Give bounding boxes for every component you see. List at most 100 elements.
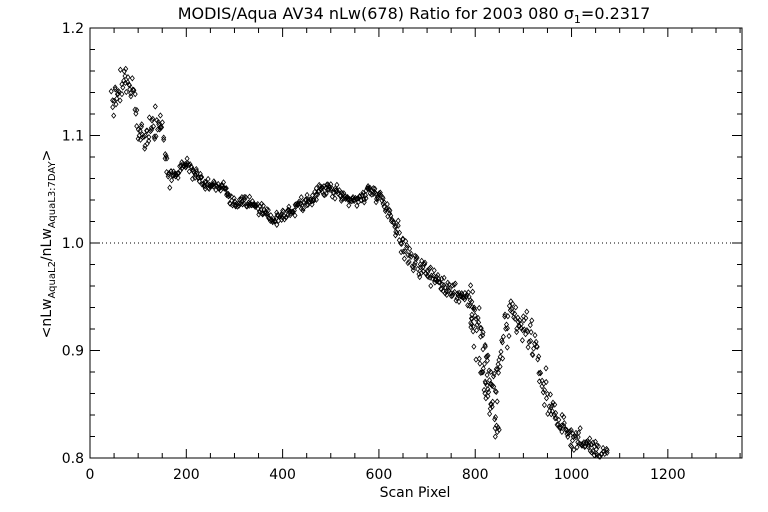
data-point xyxy=(373,198,379,206)
data-point xyxy=(111,112,117,119)
data-point xyxy=(489,403,495,410)
data-point xyxy=(427,274,433,281)
data-point xyxy=(113,101,119,108)
data-point xyxy=(487,405,493,412)
data-point xyxy=(470,328,476,335)
data-point xyxy=(467,302,473,309)
data-point xyxy=(203,179,209,186)
chart-title-sigma: σ xyxy=(564,4,574,23)
data-point xyxy=(127,82,133,89)
data-point xyxy=(304,202,310,209)
data-point xyxy=(189,175,196,183)
data-point xyxy=(523,314,529,322)
data-point xyxy=(517,317,523,324)
data-point xyxy=(477,324,483,332)
data-point xyxy=(499,339,505,346)
data-point xyxy=(420,268,426,275)
data-point xyxy=(199,173,205,181)
data-point xyxy=(540,389,546,396)
data-point xyxy=(534,343,540,351)
data-point xyxy=(504,325,510,332)
data-point xyxy=(162,151,168,158)
data-point xyxy=(477,360,483,367)
data-point xyxy=(271,215,277,222)
data-point xyxy=(367,184,373,192)
y-axis-label-open: <nLw xyxy=(39,298,55,338)
data-point xyxy=(478,333,484,340)
data-point xyxy=(567,427,573,435)
data-point xyxy=(346,202,352,209)
data-point xyxy=(146,137,152,145)
data-point xyxy=(157,123,164,130)
data-point xyxy=(595,442,601,450)
data-point xyxy=(153,133,159,140)
data-point xyxy=(304,191,310,199)
data-point xyxy=(537,369,544,377)
data-point xyxy=(298,194,304,201)
data-point xyxy=(481,386,487,394)
data-point xyxy=(456,298,462,305)
data-point xyxy=(283,213,289,221)
data-point xyxy=(536,353,542,360)
data-point xyxy=(410,264,416,271)
data-point xyxy=(469,298,475,305)
data-point xyxy=(146,114,152,121)
data-point xyxy=(476,355,482,362)
data-point xyxy=(422,259,428,266)
data-point xyxy=(150,123,157,130)
data-point xyxy=(325,186,331,193)
y-axis-label-sub2: AquaL3:7DAY xyxy=(47,160,58,228)
data-point xyxy=(469,315,475,322)
data-point xyxy=(469,321,475,328)
data-point xyxy=(151,133,157,140)
data-point xyxy=(165,171,171,178)
data-point xyxy=(569,437,576,444)
data-point xyxy=(339,195,345,202)
data-point xyxy=(236,202,242,209)
data-point xyxy=(528,337,534,345)
data-point xyxy=(479,369,485,376)
data-point xyxy=(202,182,208,190)
data-point xyxy=(289,208,295,215)
data-point xyxy=(148,124,154,132)
data-point xyxy=(141,133,147,140)
data-point xyxy=(406,258,412,266)
x-tick-label: 0 xyxy=(86,467,95,483)
data-point xyxy=(484,357,490,364)
data-point xyxy=(553,414,559,422)
data-point xyxy=(354,202,360,209)
data-point xyxy=(372,185,378,192)
data-point xyxy=(482,343,488,350)
data-point xyxy=(287,211,293,219)
data-point xyxy=(396,229,403,236)
data-point xyxy=(387,207,393,214)
data-point xyxy=(441,274,447,282)
data-point xyxy=(303,196,309,204)
data-point xyxy=(221,185,227,192)
data-point xyxy=(500,333,506,340)
data-point xyxy=(253,202,259,209)
data-point xyxy=(575,429,582,437)
data-point xyxy=(461,293,467,301)
data-point xyxy=(439,275,445,282)
data-point xyxy=(548,403,554,411)
data-point xyxy=(189,164,195,171)
x-tick-label: 1200 xyxy=(650,467,686,483)
data-point xyxy=(309,201,315,208)
data-point xyxy=(129,75,135,82)
data-point xyxy=(602,450,608,458)
data-point xyxy=(116,88,122,96)
data-point xyxy=(232,201,238,209)
data-point xyxy=(393,222,399,230)
data-point xyxy=(476,319,482,326)
data-point xyxy=(512,310,518,317)
data-point xyxy=(149,117,155,124)
data-point xyxy=(133,110,139,117)
data-point xyxy=(492,413,499,421)
data-point xyxy=(344,194,350,201)
data-point xyxy=(199,181,205,188)
data-point xyxy=(334,181,340,189)
data-point xyxy=(148,126,155,134)
data-point xyxy=(159,119,165,126)
